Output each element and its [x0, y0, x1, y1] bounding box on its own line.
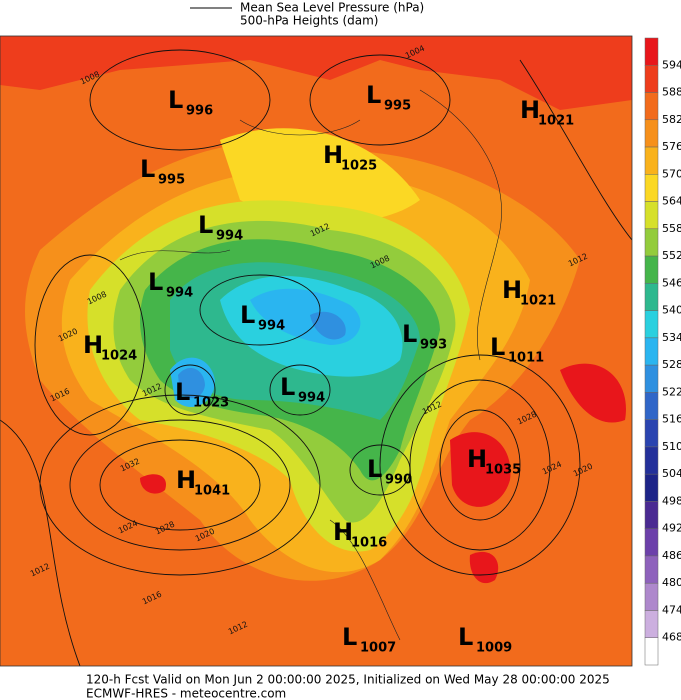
colorbar-swatch — [644, 364, 659, 393]
pressure-center-type: L — [240, 301, 255, 329]
map-frame — [0, 35, 633, 667]
footer-text: 120-h Fcst Valid on Mon Jun 2 00:00:00 2… — [86, 673, 610, 687]
colorbar-swatch — [644, 528, 659, 557]
pressure-center-value: 1011 — [508, 351, 544, 366]
pressure-center-type: L — [490, 333, 505, 361]
pressure-center-value: 1024 — [101, 349, 137, 364]
colorbar-swatch — [644, 174, 659, 202]
colorbar-label: 582 — [662, 113, 681, 126]
colorbar-label: 534 — [662, 331, 681, 344]
colorbar-label: 504 — [662, 467, 681, 480]
colorbar-swatch — [644, 119, 659, 148]
pressure-center-type: H — [333, 518, 353, 546]
colorbar-label: 576 — [662, 140, 681, 153]
legend-text: Mean Sea Level Pressure (hPa) — [240, 1, 424, 15]
pressure-center-value: 1041 — [194, 484, 230, 499]
pressure-center-value: 994 — [258, 319, 285, 334]
colorbar-label: 492 — [662, 522, 681, 535]
pressure-center-type: H — [502, 276, 522, 304]
colorbar-swatch — [644, 473, 659, 502]
colorbar-swatch — [644, 337, 659, 366]
pressure-center-value: 994 — [166, 286, 193, 301]
pressure-center-value: 994 — [216, 229, 243, 244]
pressure-center-value: 1025 — [341, 159, 377, 174]
pressure-center-type: H — [520, 96, 540, 124]
pressure-center-value: 1035 — [485, 463, 521, 478]
pressure-center-value: 1021 — [538, 114, 574, 129]
colorbar-swatch — [644, 392, 659, 420]
colorbar-swatch — [644, 65, 659, 93]
colorbar-swatch — [644, 201, 659, 230]
colorbar-label: 564 — [662, 195, 681, 208]
pressure-center-type: L — [148, 268, 163, 296]
pressure-center-value: 1021 — [520, 294, 556, 309]
pressure-center-type: L — [342, 623, 357, 651]
colorbar-label: 588 — [662, 86, 681, 99]
colorbar-swatch — [644, 610, 659, 638]
pressure-center-value: 1009 — [476, 641, 512, 656]
pressure-center-value: 1016 — [351, 536, 387, 551]
colorbar-swatch — [644, 637, 659, 666]
pressure-center-value: 1007 — [360, 641, 396, 656]
pressure-center-value: 990 — [385, 473, 412, 488]
pressure-center-type: L — [198, 211, 213, 239]
colorbar-label: 522 — [662, 385, 681, 398]
pressure-center-type: H — [467, 445, 487, 473]
colorbar-label: 552 — [662, 249, 681, 262]
pressure-center-type: L — [367, 455, 382, 483]
colorbar-label: 480 — [662, 576, 681, 589]
colorbar-swatch — [644, 146, 659, 175]
pressure-center-type: L — [175, 378, 190, 406]
pressure-center-type: H — [323, 141, 343, 169]
colorbar-label: 498 — [662, 494, 681, 507]
pressure-center-type: L — [280, 373, 295, 401]
colorbar-label: 570 — [662, 167, 681, 180]
pressure-center-value: 996 — [186, 104, 213, 119]
legend-text: 500-hPa Heights (dam) — [240, 14, 378, 28]
colorbar-swatch — [644, 228, 659, 257]
colorbar-swatch — [644, 310, 659, 339]
pressure-center-type: L — [402, 320, 417, 348]
height-field — [0, 36, 632, 666]
colorbar-swatch — [644, 283, 659, 311]
pressure-center-type: L — [168, 86, 183, 114]
colorbar-label: 540 — [662, 304, 681, 317]
colorbar-label: 486 — [662, 549, 681, 562]
colorbar-label: 510 — [662, 440, 681, 453]
pressure-center-type: L — [140, 155, 155, 183]
colorbar-swatch — [644, 92, 659, 121]
pressure-center-value: 993 — [420, 338, 447, 353]
colorbar-swatch — [644, 501, 659, 529]
colorbar-label: 528 — [662, 358, 681, 371]
colorbar-label: 474 — [662, 603, 681, 616]
colorbar-label: 516 — [662, 413, 681, 426]
footer-text: ECMWF-HRES - meteocentre.com — [86, 687, 286, 700]
colorbar-swatch — [644, 582, 659, 611]
isobars — [0, 49, 632, 666]
colorbar-swatch — [644, 555, 659, 584]
pressure-center-type: L — [458, 623, 473, 651]
colorbar-swatch — [644, 255, 659, 284]
colorbar-swatch — [644, 419, 659, 448]
pressure-center-value: 1023 — [193, 396, 229, 411]
pressure-center-type: H — [83, 331, 103, 359]
colorbar-label: 468 — [662, 631, 681, 644]
colorbar-label: 558 — [662, 222, 681, 235]
pressure-center-type: L — [366, 81, 381, 109]
pressure-center-value: 994 — [298, 391, 325, 406]
colorbar-label: 594 — [662, 58, 681, 71]
pressure-center-type: H — [176, 466, 196, 494]
pressure-center-value: 995 — [158, 173, 185, 188]
colorbar-label: 546 — [662, 276, 681, 289]
pressure-center-value: 995 — [384, 99, 411, 114]
colorbar-swatch — [644, 37, 659, 66]
colorbar-swatch — [644, 446, 659, 475]
